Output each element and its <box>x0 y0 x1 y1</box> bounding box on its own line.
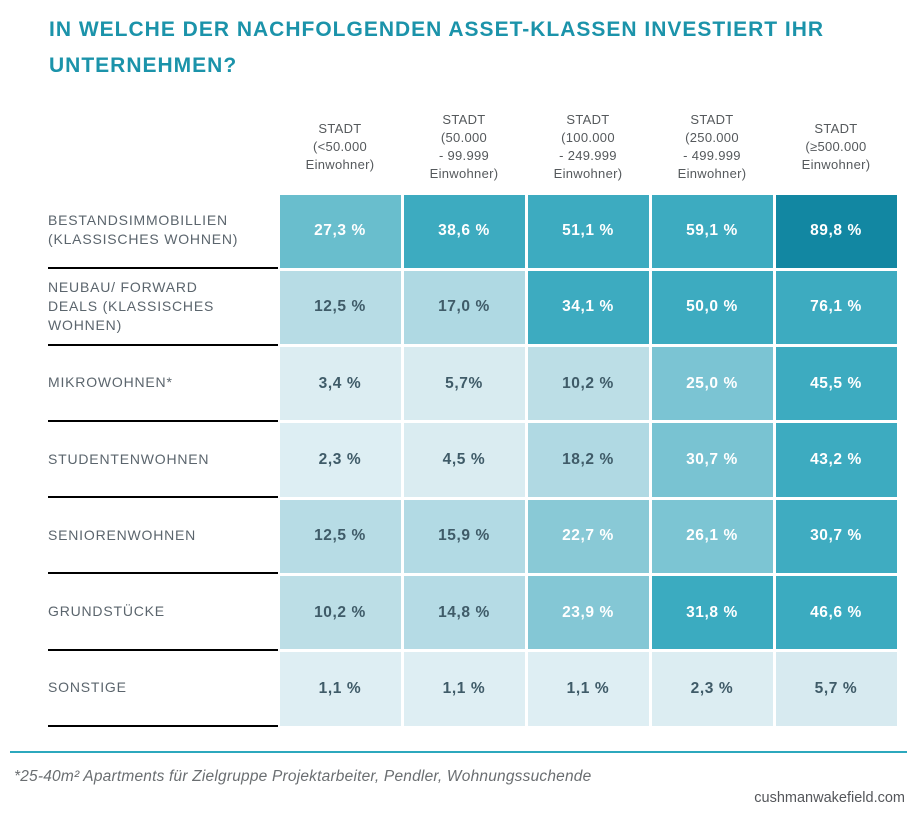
table-cell: 5,7 % <box>775 652 897 726</box>
row-label-7: SONSTIGE <box>48 651 278 728</box>
column-header-2: STADT (50.000 - 99.999 Einwohner) <box>429 111 499 181</box>
column-header-1: STADT (<50.000 Einwohner) <box>305 120 375 172</box>
table-cell: 26,1 % <box>651 499 773 573</box>
page-title: IN WELCHE DER NACHFOLGENDEN ASSET-KLASSE… <box>49 18 825 77</box>
table-cell: 30,7 % <box>651 423 773 497</box>
table-cell: 5,7% <box>403 347 525 421</box>
table-cell: 14,8 % <box>403 575 525 650</box>
table-cell: 3,4 % <box>279 347 401 421</box>
column-header-5: STADT (≥500.000 Einwohner) <box>801 120 871 172</box>
table-cell: 10,2 % <box>527 347 649 421</box>
table-cell: 34,1 % <box>527 270 649 345</box>
table-cell: 50,0 % <box>651 270 773 345</box>
table-cell: 2,3 % <box>279 423 401 497</box>
table-cell: 4,5 % <box>403 423 525 497</box>
column-header-3: STADT (100.000 - 249.999 Einwohner) <box>553 111 623 181</box>
row-label-1: BESTANDSIMMOBILLIEN (KLASSISCHES WOHNEN) <box>48 193 278 270</box>
table-cell: 30,7 % <box>775 499 897 573</box>
table-cell: 12,5 % <box>279 499 401 573</box>
footnote: *25-40m² Apartments für Zielgruppe Proje… <box>14 768 592 785</box>
table-cell: 25,0 % <box>651 347 773 421</box>
asset-class-heatmap-table: STADT (<50.000 Einwohner) STADT (50.000 -… <box>48 100 898 728</box>
table-cell: 23,9 % <box>527 575 649 650</box>
table-cell: 89,8 % <box>775 194 897 268</box>
row-label-5: SENIORENWOHNEN <box>48 498 278 575</box>
table-cell: 1,1 % <box>403 652 525 726</box>
table-cell: 76,1 % <box>775 270 897 345</box>
table-cell: 27,3 % <box>279 194 401 268</box>
table-cell: 10,2 % <box>279 575 401 650</box>
column-header-4: STADT (250.000 - 499.999 Einwohner) <box>677 111 747 181</box>
table-cell: 22,7 % <box>527 499 649 573</box>
row-label-2: NEUBAU/ FORWARD DEALS (KLASSISCHES WOHNE… <box>48 269 278 346</box>
table-cell: 38,6 % <box>403 194 525 268</box>
table-cell: 45,5 % <box>775 347 897 421</box>
website-url: cushmanwakefield.com <box>754 790 905 806</box>
table-cell: 43,2 % <box>775 423 897 497</box>
table-cell: 15,9 % <box>403 499 525 573</box>
row-label-3: MIKROWOHNEN* <box>48 346 278 422</box>
row-label-4: STUDENTENWOHNEN <box>48 422 278 499</box>
table-cell: 17,0 % <box>403 270 525 345</box>
table-cell: 12,5 % <box>279 270 401 345</box>
table-cell: 1,1 % <box>527 652 649 726</box>
table-cell: 1,1 % <box>279 652 401 726</box>
table-cell: 2,3 % <box>651 652 773 726</box>
row-label-6: GRUNDSTÜCKE <box>48 574 278 651</box>
table-cell: 18,2 % <box>527 423 649 497</box>
table-cell: 51,1 % <box>527 194 649 268</box>
table-corner-spacer <box>48 100 278 193</box>
table-cell: 46,6 % <box>775 575 897 650</box>
table-cell: 59,1 % <box>651 194 773 268</box>
footer-divider <box>10 751 907 753</box>
table-cell: 31,8 % <box>651 575 773 650</box>
